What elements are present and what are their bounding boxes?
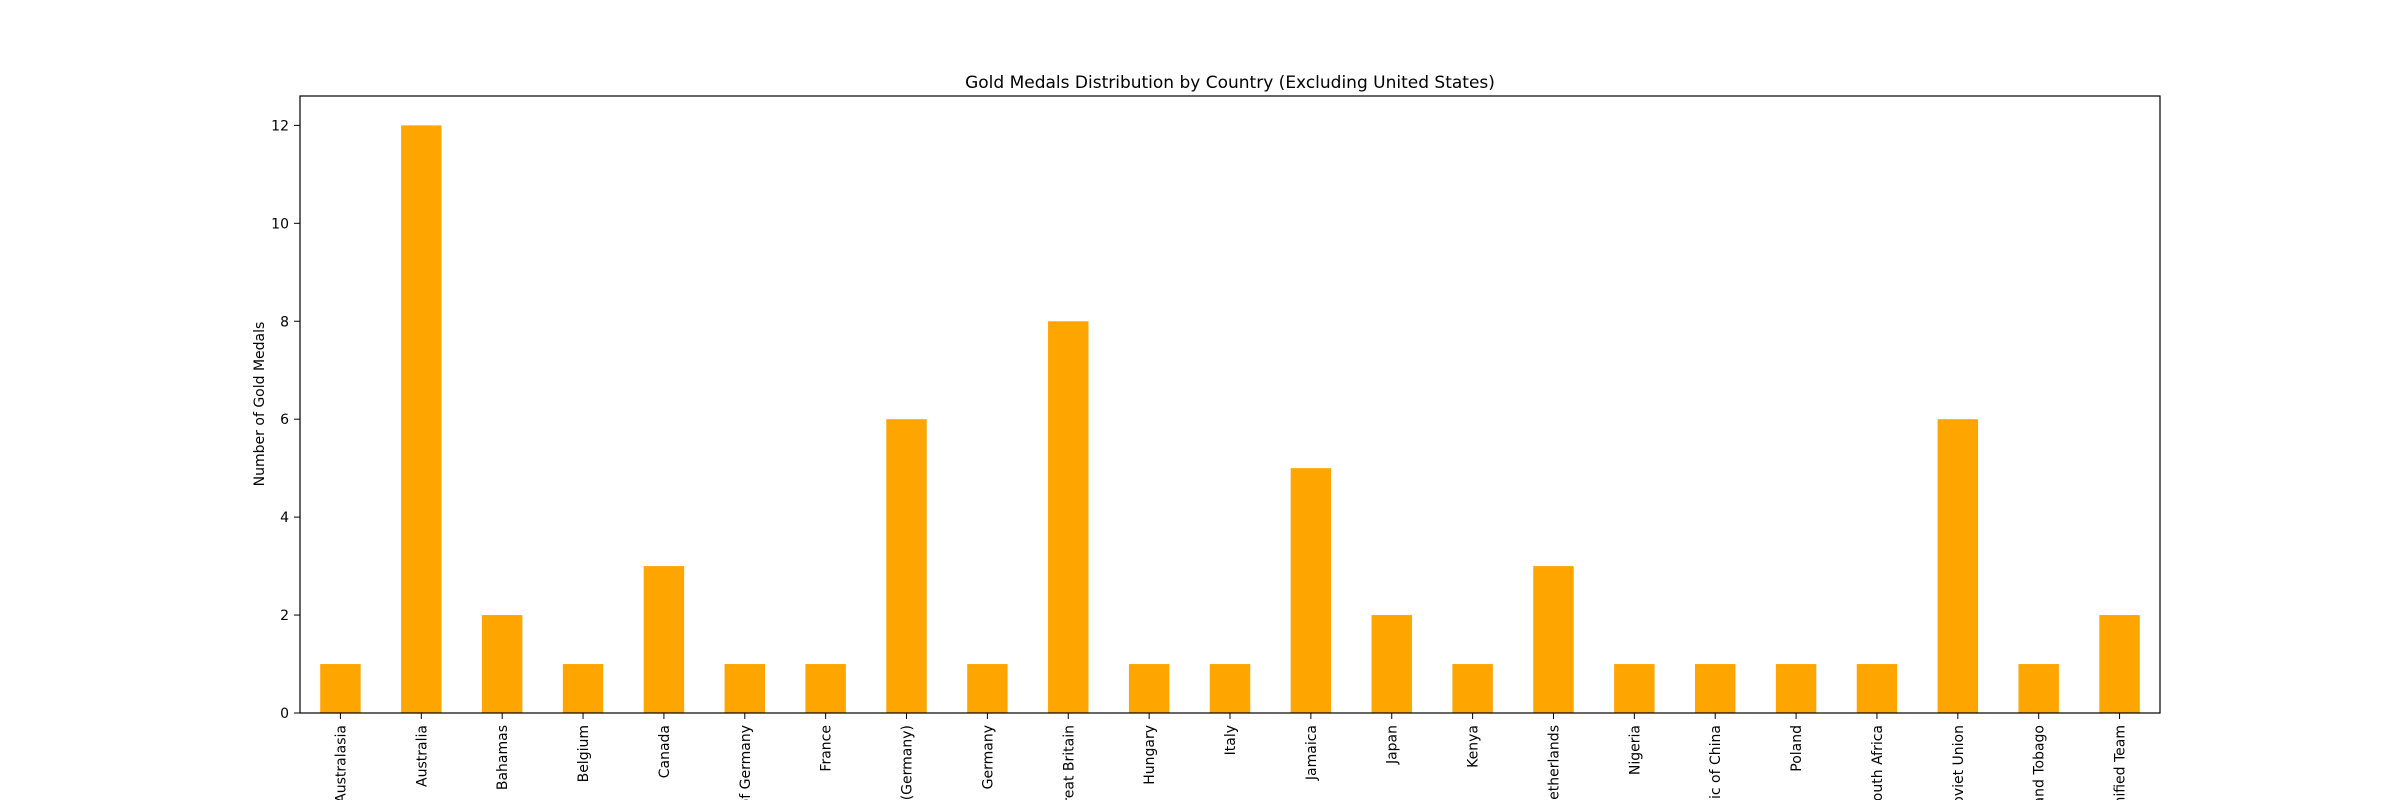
x-tick-label: (Germany) bbox=[900, 725, 916, 800]
x-tick-label: France bbox=[819, 725, 835, 772]
x-tick-label: Australia bbox=[414, 725, 430, 787]
x-tick-label: lic of China bbox=[1708, 725, 1724, 800]
x-tick-label: Australasia bbox=[333, 725, 349, 800]
y-tick-label: 8 bbox=[280, 314, 289, 330]
x-tick-label: Canada bbox=[657, 725, 673, 778]
y-ticks-group: 0 2 4 6 8 10 12 bbox=[271, 118, 300, 722]
bar-7 bbox=[886, 419, 927, 713]
y-axis-label: Number of Gold Medals bbox=[252, 322, 268, 487]
x-tick-label: letherlands bbox=[1546, 725, 1562, 800]
y-tick-label: 0 bbox=[280, 706, 289, 722]
bar-14 bbox=[1452, 664, 1493, 713]
bar-11 bbox=[1209, 664, 1251, 713]
bar-4 bbox=[643, 566, 685, 713]
x-tick-label: Kenya bbox=[1466, 725, 1482, 768]
bar-20 bbox=[1937, 419, 1979, 713]
x-tick-label: of Germany bbox=[738, 725, 754, 800]
x-tick-label: Japan bbox=[1385, 725, 1401, 765]
bar-0 bbox=[320, 664, 361, 713]
bar-22 bbox=[2099, 615, 2140, 713]
y-tick-label: 4 bbox=[280, 510, 289, 526]
x-tick-label: Hungary bbox=[1142, 725, 1158, 785]
y-tick-label: 12 bbox=[271, 118, 289, 134]
y-tick-label: 2 bbox=[280, 608, 289, 624]
x-tick-label: reat Britain bbox=[1061, 725, 1077, 800]
x-tick-label: outh Africa bbox=[1870, 725, 1886, 800]
bar-5 bbox=[724, 664, 765, 713]
x-tick-label: and Tobago bbox=[2032, 725, 2048, 800]
y-tick-label: 10 bbox=[271, 216, 289, 232]
bar-18 bbox=[1775, 664, 1817, 713]
bar-15 bbox=[1533, 566, 1574, 713]
bar-13 bbox=[1371, 615, 1412, 713]
y-tick-label: 6 bbox=[280, 412, 289, 428]
bar-10 bbox=[1128, 664, 1170, 713]
bar-12 bbox=[1290, 468, 1332, 713]
bar-3 bbox=[562, 664, 604, 713]
chart-title: Gold Medals Distribution by Country (Exc… bbox=[965, 73, 1495, 93]
x-tick-label: Poland bbox=[1789, 725, 1805, 772]
x-tick-label: Jamaica bbox=[1304, 725, 1320, 781]
bars-group bbox=[320, 125, 2140, 713]
x-tick-label: Belgium bbox=[576, 725, 592, 782]
x-tick-label: oviet Union bbox=[1951, 725, 1967, 800]
x-tick-label: Bahamas bbox=[495, 725, 511, 790]
bar-2 bbox=[481, 615, 523, 713]
bar-17 bbox=[1695, 664, 1736, 713]
plot-frame bbox=[299, 95, 2161, 714]
bar-1 bbox=[401, 125, 442, 713]
x-tick-label: Germany bbox=[980, 725, 996, 789]
bar-21 bbox=[2018, 664, 2059, 713]
bar-9 bbox=[1048, 321, 1089, 713]
x-ticks-group: Australasia Australia Bahamas Belgium Canada… bbox=[333, 713, 2129, 800]
bar-8 bbox=[967, 664, 1008, 713]
x-tick-label: nified Team bbox=[2113, 725, 2129, 800]
x-tick-label: Italy bbox=[1223, 725, 1239, 755]
bar-19 bbox=[1856, 664, 1898, 713]
bar-16 bbox=[1614, 664, 1655, 713]
x-tick-label: Nigeria bbox=[1627, 725, 1643, 775]
bar-6 bbox=[805, 664, 846, 713]
